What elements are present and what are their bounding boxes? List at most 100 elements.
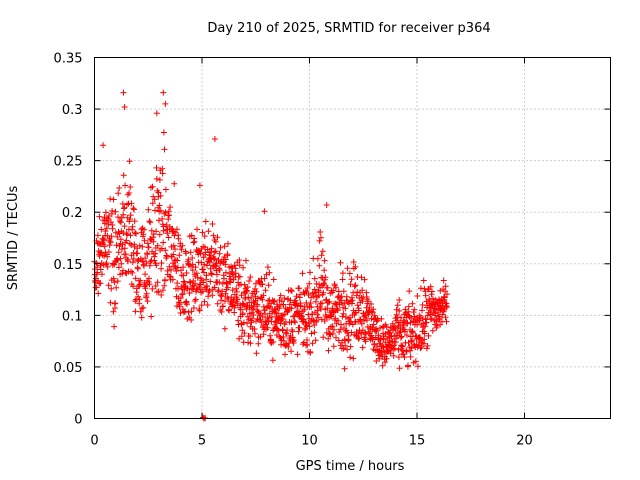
y-tick-label: 0.1	[62, 309, 83, 324]
data-point	[251, 326, 258, 333]
data-point	[142, 271, 149, 278]
data-point	[343, 293, 350, 300]
data-point	[104, 263, 111, 270]
data-point	[265, 282, 272, 289]
data-point	[255, 340, 262, 347]
y-tick-label: 0.25	[54, 155, 83, 170]
data-point	[201, 233, 208, 240]
data-point	[132, 229, 138, 236]
data-point	[130, 255, 137, 262]
data-point	[396, 307, 403, 314]
data-point	[441, 294, 448, 301]
data-point	[113, 284, 120, 291]
data-point	[192, 264, 199, 271]
data-point	[246, 278, 253, 284]
data-point	[243, 287, 250, 294]
data-point	[434, 322, 441, 329]
data-point	[175, 235, 182, 242]
data-point	[120, 89, 127, 96]
data-point	[197, 250, 204, 257]
data-point	[123, 230, 130, 237]
data-point	[278, 298, 285, 305]
data-point	[393, 311, 400, 318]
data-point	[103, 260, 110, 267]
data-point	[396, 297, 403, 303]
data-point	[315, 292, 322, 299]
data-point	[308, 330, 315, 337]
data-point	[444, 291, 450, 298]
data-point	[393, 335, 399, 342]
data-point	[316, 237, 323, 244]
data-point	[369, 335, 376, 342]
data-point	[379, 362, 386, 369]
data-point	[100, 237, 107, 244]
data-point	[383, 323, 390, 330]
data-point	[336, 329, 343, 335]
data-point	[264, 324, 271, 331]
data-point	[121, 104, 128, 110]
data-point	[414, 363, 421, 370]
data-point	[309, 340, 316, 347]
data-point	[334, 307, 341, 314]
data-point	[95, 290, 102, 297]
data-point	[117, 236, 124, 243]
data-point	[166, 263, 173, 270]
data-point	[354, 302, 361, 309]
data-point	[227, 276, 234, 282]
data-point	[147, 219, 154, 226]
data-point	[425, 332, 432, 339]
data-point	[277, 320, 284, 327]
data-point	[405, 339, 412, 346]
data-point	[153, 228, 160, 235]
data-point	[133, 230, 139, 237]
data-point	[151, 257, 158, 264]
data-point	[188, 317, 195, 323]
data-point	[412, 358, 419, 365]
data-point	[161, 146, 168, 153]
data-point	[271, 306, 278, 313]
data-point	[405, 308, 412, 315]
data-point	[196, 307, 203, 314]
data-point	[391, 345, 398, 352]
data-point	[154, 242, 161, 249]
data-point	[178, 267, 184, 274]
data-point	[362, 338, 369, 345]
data-point	[216, 279, 223, 286]
data-point	[292, 319, 298, 326]
data-point	[187, 249, 194, 256]
data-point	[236, 257, 243, 264]
data-point	[342, 305, 349, 312]
data-point	[314, 255, 321, 262]
data-point	[373, 318, 380, 325]
data-point	[312, 337, 319, 344]
data-point	[222, 261, 229, 268]
data-point	[397, 319, 403, 326]
data-point	[119, 200, 126, 207]
data-point	[110, 308, 117, 315]
data-point	[160, 129, 167, 136]
data-point	[122, 182, 129, 189]
data-point	[102, 209, 109, 216]
axis-ticks	[94, 57, 611, 419]
data-point	[257, 310, 264, 317]
data-point	[338, 321, 345, 328]
data-point	[170, 242, 177, 249]
data-point	[324, 305, 331, 312]
data-point	[236, 273, 243, 280]
data-point	[236, 335, 243, 342]
data-point	[151, 196, 158, 203]
data-point	[231, 262, 238, 269]
data-point	[111, 323, 118, 330]
y-tick-label: 0.35	[54, 52, 83, 67]
data-point	[152, 207, 158, 214]
data-point	[116, 218, 123, 225]
data-point	[419, 307, 425, 314]
data-point	[311, 322, 318, 329]
data-point	[422, 323, 428, 330]
data-point	[407, 347, 414, 354]
data-point	[149, 285, 156, 292]
data-point	[121, 245, 128, 252]
data-point	[344, 346, 351, 353]
data-point	[394, 302, 401, 309]
data-point	[236, 262, 243, 269]
